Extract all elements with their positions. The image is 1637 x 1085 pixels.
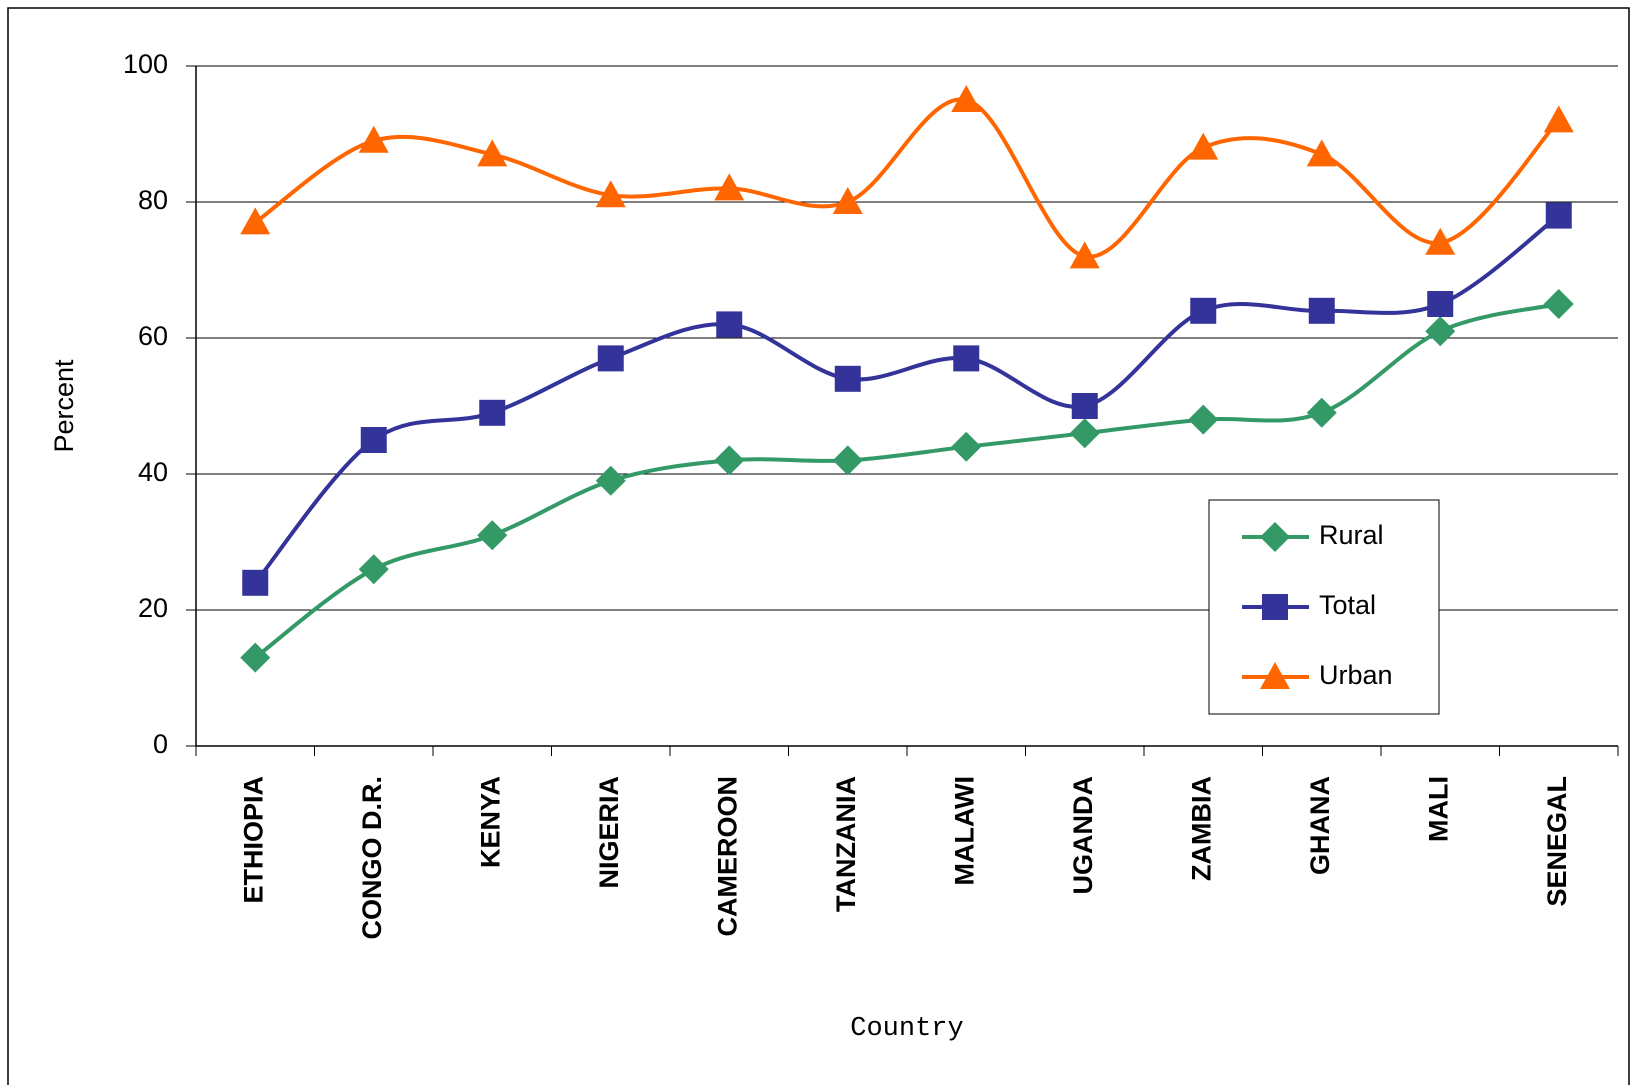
- series-line: [253, 213, 1560, 585]
- data-point: [1188, 132, 1219, 160]
- data-point: [1543, 289, 1574, 319]
- x-tick-label: MALAWI: [949, 776, 979, 885]
- legend-label: Urban: [1319, 660, 1393, 690]
- x-tick-label: CAMEROON: [712, 776, 742, 937]
- series-line: [254, 97, 1561, 259]
- data-point: [240, 642, 271, 673]
- x-tick-label: TANZANIA: [831, 776, 861, 912]
- legend-marker: [1262, 594, 1288, 620]
- x-tick-label: MALI: [1423, 776, 1453, 842]
- y-tick-label: 20: [138, 593, 168, 623]
- legend-marker: [1260, 522, 1290, 552]
- data-point: [951, 431, 982, 462]
- data-point: [834, 365, 861, 392]
- x-tick-label: ZAMBIA: [1186, 776, 1216, 881]
- chart-frame: [7, 7, 1630, 1085]
- data-point: [242, 569, 269, 596]
- data-point: [1425, 316, 1456, 347]
- data-point: [479, 399, 506, 426]
- data-point: [240, 207, 271, 235]
- x-tick-label: GHANA: [1305, 776, 1335, 875]
- y-axis-title: Percent: [49, 359, 79, 453]
- legend-label: Total: [1319, 590, 1376, 620]
- data-point: [358, 125, 389, 153]
- legend-label: Rural: [1319, 520, 1384, 550]
- data-point: [595, 465, 626, 496]
- series-line: [254, 302, 1560, 660]
- x-tick-label: SENEGAL: [1542, 776, 1572, 907]
- x-tick-label: NIGERIA: [594, 776, 624, 889]
- data-point: [714, 173, 745, 201]
- data-point: [832, 187, 863, 214]
- data-point: [953, 345, 980, 372]
- data-point: [1306, 139, 1337, 167]
- y-tick-label: 40: [138, 457, 168, 487]
- data-point: [595, 180, 626, 208]
- data-point: [1427, 291, 1454, 317]
- y-tick-label: 80: [138, 185, 168, 215]
- data-point: [1190, 297, 1217, 324]
- data-point: [358, 554, 389, 585]
- data-point: [597, 345, 624, 372]
- y-tick-label: 100: [123, 49, 168, 79]
- data-point: [716, 311, 743, 338]
- data-point: [1306, 397, 1337, 428]
- data-point: [714, 445, 745, 476]
- legend-marker: [1260, 662, 1290, 689]
- y-tick-label: 60: [138, 321, 168, 351]
- data-point: [832, 445, 863, 476]
- data-point: [477, 139, 508, 167]
- data-point: [1543, 105, 1574, 133]
- y-tick-label: 0: [153, 729, 168, 759]
- data-point: [1425, 227, 1456, 255]
- data-point: [1071, 393, 1098, 419]
- x-axis-title: Country: [850, 1014, 963, 1044]
- data-point: [1308, 297, 1335, 324]
- data-point: [477, 520, 508, 551]
- data-point: [360, 427, 387, 453]
- x-tick-label: CONGO D.R.: [357, 776, 387, 940]
- data-point: [1545, 202, 1572, 229]
- data-point: [1069, 241, 1100, 269]
- data-point: [951, 85, 982, 112]
- data-point: [1069, 418, 1100, 449]
- x-tick-label: KENYA: [475, 776, 505, 868]
- x-tick-label: ETHIOPIA: [238, 776, 268, 904]
- x-tick-label: UGANDA: [1068, 776, 1098, 895]
- data-point: [1188, 404, 1219, 435]
